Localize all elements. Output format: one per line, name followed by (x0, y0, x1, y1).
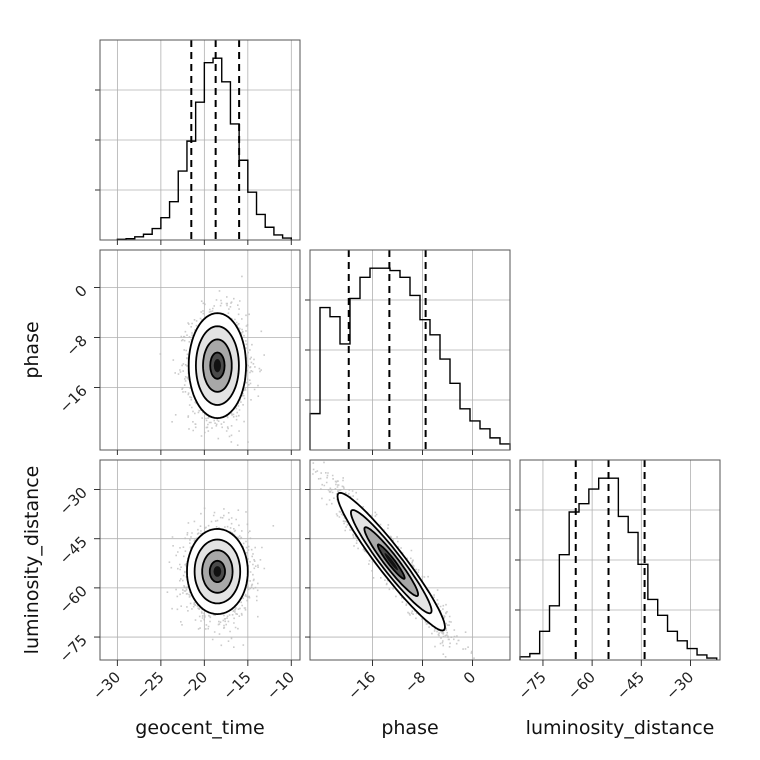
panel-content (100, 250, 300, 450)
contour-line (186, 527, 249, 616)
contour-line (376, 543, 406, 580)
x-axis-label-phase: phase (381, 717, 438, 739)
x-tick-label: −8 (401, 668, 429, 696)
contour-line (209, 351, 226, 380)
contour-line (336, 491, 446, 632)
histogram-step-geocent_time (116, 57, 293, 241)
y-axis-label-phase: phase (21, 321, 43, 378)
contour-line (208, 559, 226, 583)
y-tick-label: −45 (56, 533, 91, 568)
x-tick-label: −45 (613, 668, 648, 703)
contour-line (193, 538, 242, 605)
panel-content (100, 460, 300, 660)
density-fill (213, 566, 222, 577)
x-tick-label: −15 (220, 668, 255, 703)
contour-line (202, 338, 233, 393)
x-axis-label-luminosity_distance: luminosity_distance (526, 717, 715, 739)
y-axis-label-luminosity_distance: luminosity_distance (21, 466, 43, 655)
panel-frame (99, 39, 301, 241)
contour-line (194, 325, 240, 406)
histogram-step-phase (309, 267, 511, 450)
x-tick-label: −16 (344, 668, 379, 703)
x-tick-label: −30 (89, 668, 124, 703)
y-tick-label: 0 (71, 282, 90, 301)
panel-frame (309, 249, 511, 451)
hist-panel-luminosity_distance (515, 459, 721, 661)
x-tick-label: −25 (133, 668, 168, 703)
hist-panel-geocent_time (95, 39, 301, 241)
panel-frame (309, 459, 511, 661)
y-tick-label: −8 (62, 332, 90, 360)
scatter-panel-geocent_time-luminosity_distance (99, 459, 301, 661)
contour-line (363, 526, 420, 598)
x-tick-label: −60 (564, 668, 599, 703)
contour-line (187, 312, 248, 420)
y-tick-label: −30 (56, 484, 91, 519)
contour-line (201, 549, 234, 594)
histogram-step-luminosity_distance (519, 477, 718, 660)
hist-panel-phase (305, 249, 511, 451)
x-axis-label-geocent_time: geocent_time (135, 717, 264, 739)
x-tick-label: −30 (662, 668, 697, 703)
panel-frame (99, 249, 301, 451)
density-fill (384, 553, 398, 571)
density-fill (213, 359, 221, 373)
y-tick-label: −75 (56, 631, 91, 666)
x-tick-label: 0 (460, 668, 479, 687)
scatter-panel-geocent_time-phase (99, 249, 301, 451)
x-tick-label: −20 (176, 668, 211, 703)
x-tick-label: −75 (515, 668, 550, 703)
panel-frame (99, 459, 301, 661)
y-tick-label: −16 (56, 382, 91, 417)
y-tick-label: −60 (56, 582, 91, 617)
scatter-panel-phase-luminosity_distance (309, 459, 511, 661)
contour-line (349, 509, 433, 615)
panel-content (310, 460, 510, 660)
panel-frame (519, 459, 721, 661)
x-tick-label: −10 (263, 668, 298, 703)
